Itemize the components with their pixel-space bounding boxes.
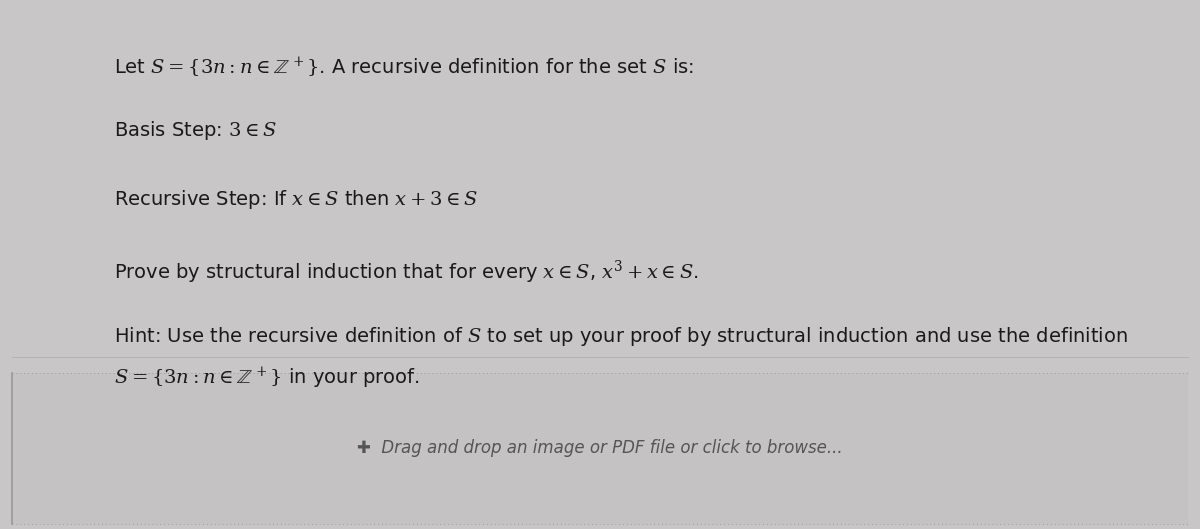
Text: Basis Step: $3 \in S$: Basis Step: $3 \in S$: [114, 119, 277, 142]
Text: Recursive Step: If $x \in S$ then $x + 3 \in S$: Recursive Step: If $x \in S$ then $x + 3…: [114, 188, 479, 211]
Text: $S = \{3n : n \in \mathbb{Z}^+\}$ in your proof.: $S = \{3n : n \in \mathbb{Z}^+\}$ in you…: [114, 365, 420, 390]
Text: Let $S = \{3n : n \in \mathbb{Z}^+\}$. A recursive definition for the set $S$ is: Let $S = \{3n : n \in \mathbb{Z}^+\}$. A…: [114, 56, 694, 80]
Bar: [12, 373, 1188, 524]
Text: Hint: Use the recursive definition of $S$ to set up your proof by structural ind: Hint: Use the recursive definition of $S…: [114, 325, 1128, 348]
Text: Prove by structural induction that for every $x \in S$, $x^3 + x \in S$.: Prove by structural induction that for e…: [114, 259, 698, 286]
Text: ✚  Drag and drop an image or PDF file or click to browse...: ✚ Drag and drop an image or PDF file or …: [358, 439, 842, 458]
